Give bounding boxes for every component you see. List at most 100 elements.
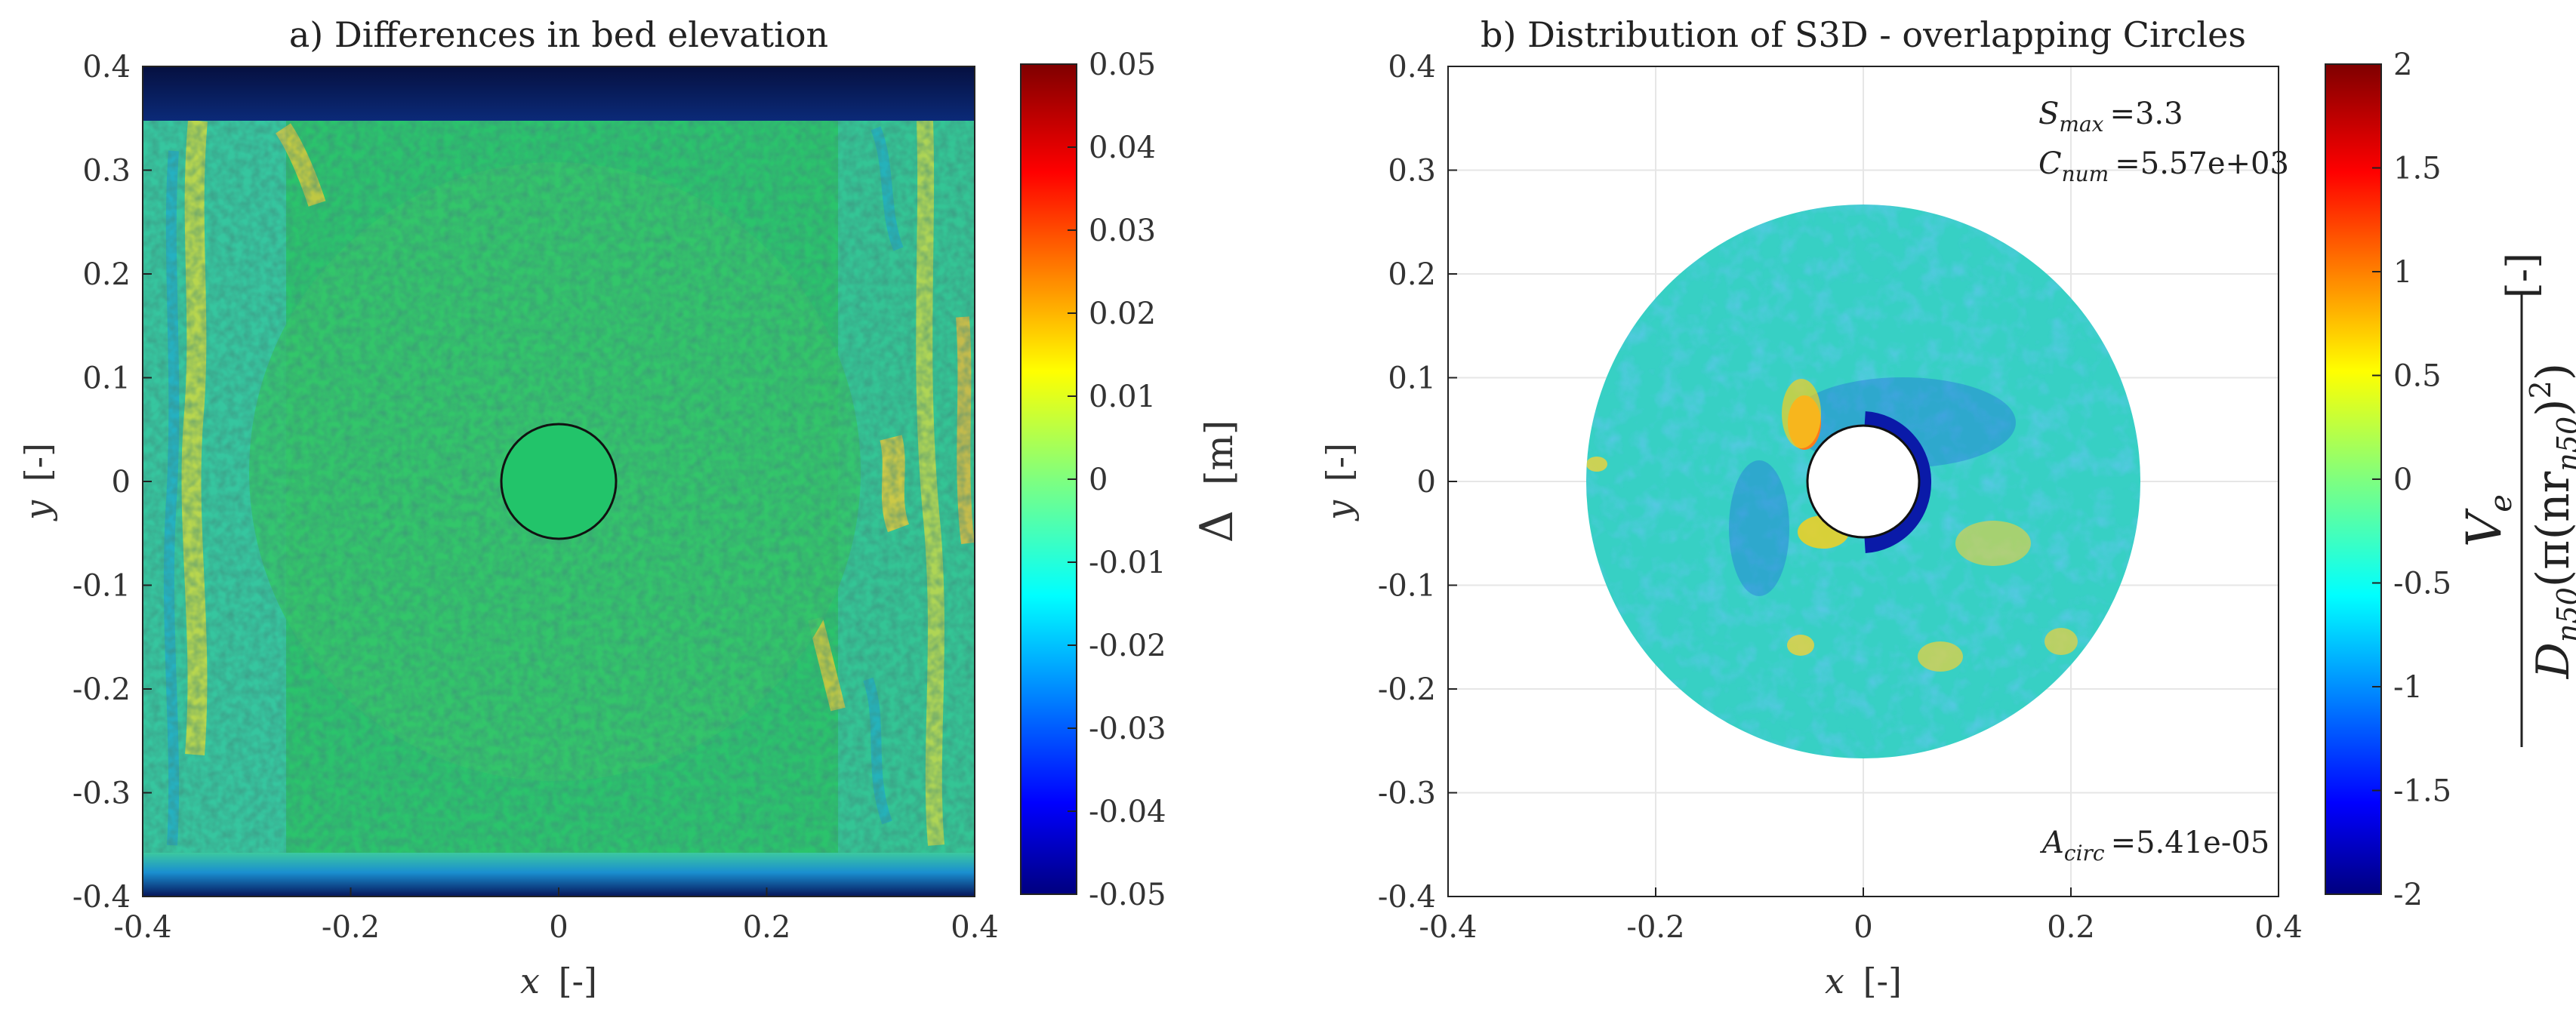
colorbar-a-ticks: 0.05 0.04 0.03 0.02 0.01 0 -0.01 -0.02 -0.03 -0.0… (1068, 48, 1166, 912)
cnum-symbol: C (2038, 146, 2062, 181)
warm-patch (2044, 628, 2078, 655)
warm-patch (1918, 641, 1963, 672)
pile-hole (1806, 424, 1921, 539)
colorbar-tick-label: 0 (1089, 463, 1108, 497)
x-tick-label: 0.2 (743, 910, 791, 945)
colorbar-b-unit-text: [-] (2498, 253, 2546, 298)
colorbar-b-ticks: 2 1.5 1 0.5 0 -0.5 -1 -1.5 -2 (2372, 48, 2451, 912)
svg-text:Smax=3.3: Smax =3.3 (2038, 97, 2183, 137)
colorbar-tick-label: -2 (2393, 878, 2423, 912)
colorbar-tick-label: -0.05 (1089, 878, 1166, 912)
panel-b-xlabel: x [-] (1825, 961, 1902, 1001)
denominator-close: ) (2527, 363, 2576, 380)
smax-sub: max (2059, 112, 2103, 137)
colorbar-tick-label: 0.01 (1089, 380, 1156, 414)
panel-a-ylabel: y [-] (17, 443, 58, 521)
svg-text:y [-]: y [-] (17, 443, 58, 521)
denominator-power: 2 (2524, 380, 2557, 398)
s3d-annulus (1586, 205, 2140, 758)
y-tick-label: 0.1 (82, 361, 131, 396)
x-tick-label: -0.4 (1419, 910, 1477, 945)
svg-text:x [-]: x [-] (520, 961, 597, 1001)
colorbar-b-label: Ve Dn50(π(nrn50)2) (2457, 294, 2576, 747)
numerator-symbol: V (2457, 508, 2513, 547)
hot-spot-halo (1782, 379, 1821, 448)
ylabel-var: y (17, 500, 58, 521)
panel-b: b) Distribution of S3D - overlapping Cir… (1319, 14, 2576, 1001)
colorbar-b (2325, 63, 2382, 895)
colorbar-a (1020, 63, 1077, 895)
y-tick-label: 0.2 (1388, 257, 1436, 292)
colorbar-tick-label: 2 (2393, 48, 2412, 82)
colorbar-tick-label: -0.03 (1089, 712, 1166, 746)
colorbar-tick-label: 0.04 (1089, 131, 1156, 165)
colorbar-a-label: Δ [m] (1191, 420, 1243, 543)
y-tick-label: -0.4 (72, 880, 131, 915)
denominator-symbol: D (2527, 642, 2576, 679)
x-tick-label: 0.2 (2047, 910, 2095, 945)
denominator-rest: (π(nr (2527, 471, 2576, 587)
panel-a: a) Differences in bed elevation (17, 14, 1243, 1001)
warm-patch (1586, 457, 1607, 472)
panel-a-title: a) Differences in bed elevation (289, 14, 828, 55)
y-tick-label: 0 (112, 465, 131, 500)
colorbar-tick-label: 0 (2393, 463, 2412, 497)
cool-patch (1729, 460, 1789, 596)
y-tick-label: 0.4 (1388, 50, 1436, 85)
panel-b-title: b) Distribution of S3D - overlapping Cir… (1481, 14, 2246, 55)
denominator-sub: n50 (2551, 587, 2576, 642)
colorbar-tick-label: 1 (2393, 255, 2412, 290)
panel-a-xlabel: x [-] (520, 961, 597, 1001)
colorbar-b-numerator: Ve (2457, 494, 2519, 547)
ylabel-unit: [-] (1319, 443, 1360, 481)
panel-a-ticks: -0.4 -0.2 0 0.2 0.4 0.4 0.3 0.2 0.1 0 -0.1 -0.2 -0.3… (72, 50, 999, 945)
xlabel-var: x (520, 961, 540, 1001)
y-tick-label: 0.4 (82, 50, 131, 85)
x-tick-label: -0.2 (322, 910, 380, 945)
acirc-sub: circ (2064, 841, 2105, 866)
denominator-tail: ) (2527, 398, 2576, 416)
svg-text:Δ [m]: Δ [m] (1191, 420, 1243, 543)
x-tick-label: 0 (549, 910, 568, 945)
y-tick-label: -0.2 (1378, 672, 1436, 707)
y-tick-label: -0.1 (72, 569, 131, 604)
svg-text:Cnum=5.57e+03: Cnum =5.57e+03 (2038, 146, 2289, 186)
top-band (143, 66, 975, 121)
acirc-symbol: A (2039, 826, 2064, 860)
x-tick-label: 0.4 (2254, 910, 2303, 945)
y-tick-label: -0.2 (72, 672, 131, 707)
cnum-value: =5.57e+03 (2115, 146, 2289, 181)
colorbar-tick-label: 0.05 (1089, 48, 1156, 82)
smax-value: =3.3 (2109, 97, 2183, 131)
y-tick-label: 0.3 (82, 154, 131, 189)
colorbar-tick-label: -0.02 (1089, 629, 1166, 663)
xlabel-var: x (1825, 961, 1844, 1001)
y-tick-label: 0.2 (82, 257, 131, 292)
panel-b-ticks: -0.4 -0.2 0 0.2 0.4 0.4 0.3 0.2 0.1 0 -0.1 -0.2 -0.3… (1378, 50, 2303, 945)
x-tick-label: -0.2 (1626, 910, 1684, 945)
ylabel-unit: [-] (17, 443, 58, 481)
annotation-acirc: Acirc =5.41e-05 (2039, 826, 2269, 866)
deep-scour-edge (1863, 411, 1932, 553)
y-tick-label: 0.1 (1388, 361, 1436, 396)
colorbar-b-denominator: Dn50(π(nrn50)2) (2524, 363, 2576, 679)
ylabel-var: y (1319, 500, 1360, 521)
y-tick-label: -0.1 (1378, 569, 1436, 604)
colorbar-tick-label: 1.5 (2393, 152, 2442, 186)
acirc-value: =5.41e-05 (2111, 826, 2270, 860)
colorbar-tick-label: -0.01 (1089, 546, 1166, 580)
colorbar-tick-label: 0.5 (2393, 359, 2442, 394)
warm-patch (1787, 635, 1814, 656)
y-tick-label: -0.3 (1378, 777, 1436, 811)
numerator-sub: e (2484, 494, 2519, 512)
smax-symbol: S (2038, 97, 2059, 131)
cnum-sub: num (2062, 161, 2109, 186)
pile-circle (500, 423, 618, 540)
panel-b-ylabel: y [-] (1319, 443, 1360, 521)
warm-patch (1955, 521, 2031, 566)
svg-text:Acirc=5.41e-05: Acirc =5.41e-05 (2039, 826, 2269, 866)
svg-text:y [-]: y [-] (1319, 443, 1360, 521)
denominator-rest-sub: n50 (2551, 417, 2576, 472)
y-tick-label: -0.3 (72, 777, 131, 811)
